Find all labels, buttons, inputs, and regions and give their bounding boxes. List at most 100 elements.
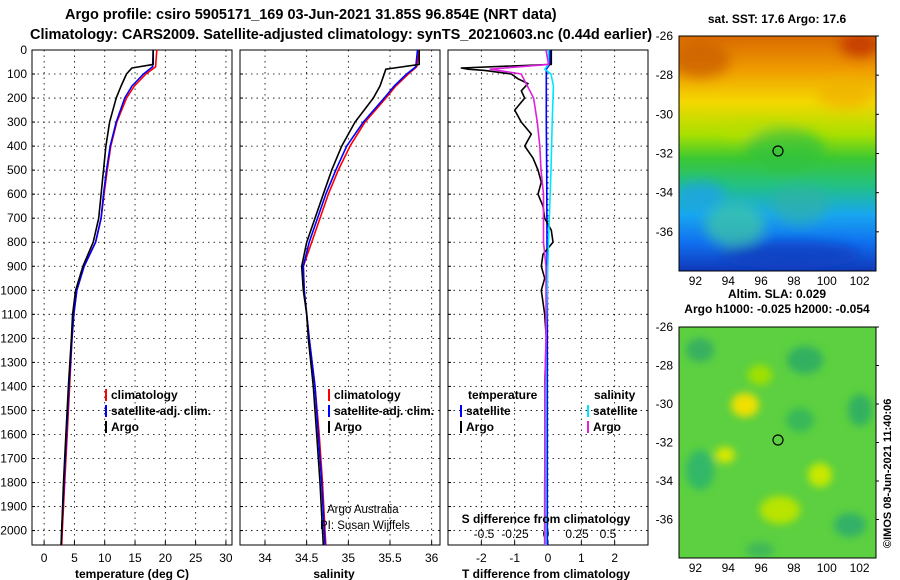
map-tick-labels: 92 94 96 98 100 102 -26 -28 -30 -32 -34 -36 92 94 96 98… — [656, 29, 879, 575]
series-argo — [60, 50, 154, 546]
figure-title-line2: Climatology: CARS2009. Satellite-adjuste… — [30, 27, 652, 43]
s-diff-tick-label: -0.5 — [474, 527, 495, 541]
map-y-tick-label: -28 — [656, 359, 674, 373]
y-tick-label: 400 — [7, 139, 27, 153]
y-tick-label: 900 — [7, 259, 27, 273]
temperature-legend: climatology satellite-adj. clim. Argo — [105, 388, 211, 434]
map-x-tick-label: 100 — [817, 561, 837, 575]
legend-label-s-argo: Argo — [593, 420, 621, 434]
y-tick-label: 600 — [7, 187, 27, 201]
argo-float-marker — [772, 434, 784, 446]
s-diff-tick-label: 0.25 — [565, 527, 589, 541]
salinity-panel — [239, 49, 441, 546]
x-tick-label: -2 — [476, 551, 487, 565]
sla-texture — [686, 338, 872, 558]
s-diff-tick-label: -0.25 — [501, 527, 529, 541]
y-tick-label: 1500 — [0, 403, 27, 417]
salinity-axis-label: salinity — [313, 567, 355, 580]
x-tick-label: 1 — [578, 551, 585, 565]
legend-label-t-satellite: satellite — [466, 404, 511, 418]
series-s-argo — [489, 49, 550, 545]
legend-label-satellite: satellite-adj. clim. — [334, 404, 434, 418]
x-tick-label: 20 — [159, 551, 173, 565]
sst-map-title: sat. SST: 17.6 Argo: 17.6 — [708, 12, 847, 26]
difference-legend: temperature salinity satellite Argo sate… — [460, 388, 638, 434]
x-tick-label: 25 — [189, 551, 203, 565]
y-tick-label: 1600 — [0, 427, 27, 441]
legend-label-argo: Argo — [111, 420, 139, 434]
y-tick-label: 300 — [7, 115, 27, 129]
y-tick-label: 100 — [7, 67, 27, 81]
y-tick-label: 1400 — [0, 379, 27, 393]
map-x-tick-label: 98 — [787, 274, 801, 288]
sla-map-title: Altim. SLA: 0.029 — [728, 287, 826, 301]
sla-map-subtitle: Argo h1000: -0.025 h2000: -0.054 — [684, 302, 870, 316]
x-tick-label: 35 — [342, 551, 356, 565]
legend-header-salinity: salinity — [594, 388, 636, 402]
credit-pi: PI: Susan Wijffels — [320, 520, 410, 532]
figure-title-line1: Argo profile: csiro 5905171_169 03-Jun-2… — [65, 7, 557, 23]
sla-map — [679, 327, 876, 558]
series-s-satellite — [543, 50, 555, 545]
map-x-tick-label: 94 — [722, 561, 736, 575]
t-difference-axis-label: T difference from climatology — [462, 567, 630, 580]
y-tick-label: 1700 — [0, 451, 27, 465]
x-tick-label: 2 — [611, 551, 618, 565]
y-tick-label: 1800 — [0, 476, 27, 490]
x-tick-label: 34.5 — [295, 551, 319, 565]
s-diff-tick-label: 0.5 — [600, 527, 617, 541]
map-x-tick-label: 96 — [754, 561, 768, 575]
tick-labels: 0100200300400500600700800900100011001200… — [0, 43, 618, 565]
y-tick-label: 800 — [7, 235, 27, 249]
x-tick-label: -1 — [509, 551, 520, 565]
x-tick-label: 5 — [71, 551, 78, 565]
x-tick-label: 35.5 — [378, 551, 402, 565]
legend-label-argo: Argo — [334, 420, 362, 434]
y-tick-label: 1100 — [1, 307, 27, 321]
legend-label-s-satellite: satellite — [593, 404, 638, 418]
y-tick-label: 500 — [7, 163, 27, 177]
x-tick-label: 36 — [425, 551, 439, 565]
map-y-tick-label: -32 — [656, 436, 674, 450]
series-lines — [60, 49, 555, 546]
x-tick-label: 0 — [41, 551, 48, 565]
map-y-tick-label: -30 — [656, 397, 674, 411]
map-y-tick-label: -36 — [656, 225, 674, 239]
map-x-tick-label: 100 — [817, 274, 837, 288]
legend-header-temperature: temperature — [468, 388, 538, 402]
legend-label-climatology: climatology — [111, 388, 178, 402]
argo-float-marker — [772, 145, 784, 157]
y-tick-label: 200 — [7, 91, 27, 105]
y-tick-label: 700 — [7, 211, 27, 225]
map-x-tick-label: 94 — [722, 274, 736, 288]
series-argo — [300, 50, 421, 546]
temperature-axis-label: temperature (deg C) — [75, 567, 189, 580]
map-y-tick-label: -30 — [656, 107, 674, 121]
map-x-tick-label: 92 — [689, 274, 703, 288]
salinity-legend: climatology satellite-adj. clim. Argo Ar… — [320, 388, 434, 532]
map-x-tick-label: 98 — [787, 561, 801, 575]
y-tick-label: 1000 — [0, 283, 27, 297]
x-tick-label: 15 — [128, 551, 142, 565]
series-t-satellite — [545, 50, 551, 545]
map-y-tick-label: -34 — [656, 186, 674, 200]
s-difference-axis-label: S difference from climatology — [462, 512, 631, 526]
imos-credit: ©IMOS 08-Jun-2021 11:40:06 — [882, 399, 894, 548]
legend-label-t-argo: Argo — [466, 420, 494, 434]
series-satellite-adj-clim — [302, 49, 419, 546]
x-tick-label: 34 — [258, 551, 272, 565]
y-tick-label: 2000 — [0, 524, 27, 538]
sst-map — [679, 36, 876, 271]
temperature-panel — [31, 49, 233, 546]
x-tick-label: 30 — [219, 551, 233, 565]
map-x-tick-label: 102 — [850, 274, 870, 288]
x-tick-label: 10 — [98, 551, 112, 565]
map-y-tick-label: -36 — [656, 513, 674, 527]
map-x-tick-label: 96 — [754, 274, 768, 288]
map-y-tick-label: -28 — [656, 68, 674, 82]
y-tick-label: 1200 — [0, 331, 27, 345]
y-tick-label: 1900 — [0, 500, 27, 514]
map-y-tick-label: -26 — [656, 320, 674, 334]
map-y-tick-label: -34 — [656, 474, 674, 488]
